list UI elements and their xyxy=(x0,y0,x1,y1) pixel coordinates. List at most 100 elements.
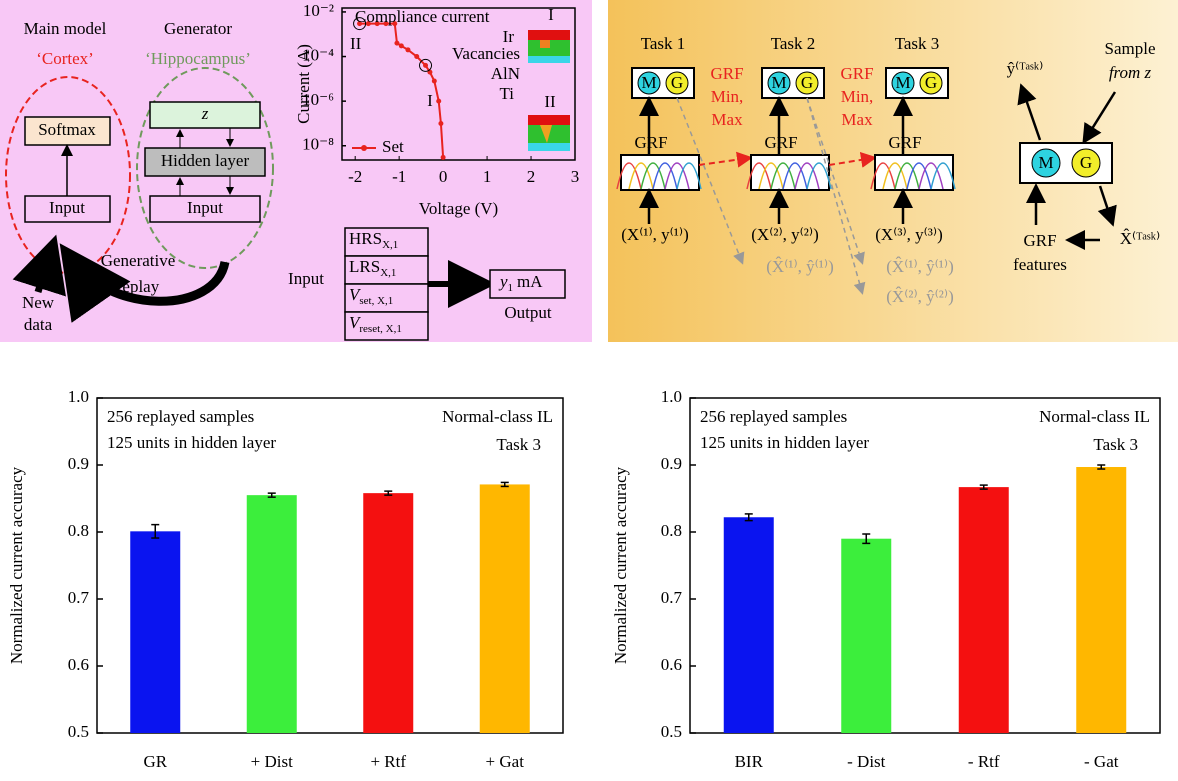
grf-minmax: Max xyxy=(841,110,873,129)
task-label: Task 1 xyxy=(641,34,686,53)
x-axis-label: Voltage (V) xyxy=(419,199,498,218)
label-part: 1 xyxy=(508,282,514,294)
shape: Vreset, X,1 xyxy=(349,313,402,335)
label: ‘Hippocampus’ xyxy=(145,49,251,68)
grf-minmax: GRF xyxy=(710,64,743,83)
y-tick-label: 0.6 xyxy=(661,655,682,674)
annotation: Normal-class IL xyxy=(442,407,553,426)
grf-minmax: Min, xyxy=(841,87,874,106)
label: Output xyxy=(504,303,552,322)
plot-frame xyxy=(689,397,1161,734)
shape xyxy=(540,40,550,48)
x-tick-label: -2 xyxy=(348,167,362,186)
input-label: (X⁽²⁾, y⁽²⁾) xyxy=(751,225,819,244)
label-part: HRS xyxy=(349,229,382,248)
y-tick-label: 0.5 xyxy=(661,722,682,741)
arrow xyxy=(1017,83,1042,141)
grf-curve xyxy=(652,162,678,190)
grf-minmax: Min, xyxy=(711,87,744,106)
annotation: II xyxy=(350,34,362,53)
grf-label: GRF xyxy=(634,133,667,152)
point xyxy=(440,154,446,160)
x-tick-label: 0 xyxy=(439,167,448,186)
x-hat-label: X̂⁽ᵀᵃˢᵏ⁾ xyxy=(1120,229,1160,248)
io-inputs: HRSX,1 LRSX,1 Vset, X,1 Vreset, X,1 xyxy=(344,227,429,341)
point xyxy=(383,21,389,27)
label: Input xyxy=(49,198,85,217)
bar xyxy=(1076,467,1127,733)
annotation: 125 units in hidden layer xyxy=(107,433,276,452)
annotation: 256 replayed samples xyxy=(700,407,847,426)
annotation: Task 3 xyxy=(1093,435,1138,454)
replay-arrow xyxy=(806,97,865,265)
shape: Vset, X,1 xyxy=(349,285,393,307)
point xyxy=(431,78,437,84)
label-part: y xyxy=(498,272,508,291)
y-tick-label: 10⁻⁴ xyxy=(302,45,334,64)
x-tick-label: -1 xyxy=(392,167,406,186)
grf-curve xyxy=(794,162,820,190)
label: Generative xyxy=(101,251,176,270)
shape xyxy=(528,143,570,151)
y-tick-label: 0.9 xyxy=(661,454,682,473)
x-tick-label: - Dist xyxy=(847,752,886,771)
y-tick-label: 0.9 xyxy=(68,454,89,473)
shape: HRSX,1 xyxy=(349,229,398,251)
bar xyxy=(723,517,774,733)
legend-label: Set xyxy=(382,137,404,156)
m-node xyxy=(1031,148,1061,178)
grf-curve xyxy=(870,162,896,190)
y-tick-label: 1.0 xyxy=(68,387,89,406)
g-node xyxy=(1071,148,1101,178)
bar xyxy=(130,531,181,733)
box xyxy=(489,269,566,299)
replayed-label: (X̂⁽²⁾, ŷ⁽²⁾) xyxy=(886,287,954,306)
point xyxy=(438,120,444,126)
m-node xyxy=(637,71,661,95)
grf-label: GRF xyxy=(764,133,797,152)
replayed-label: (X̂⁽¹⁾, ŷ⁽¹⁾) xyxy=(886,257,954,276)
g-label: G xyxy=(925,73,937,92)
x-tick-label: + Dist xyxy=(251,752,293,771)
annotation: 125 units in hidden layer xyxy=(700,433,869,452)
box xyxy=(344,255,429,285)
annotation: Compliance current xyxy=(355,7,490,26)
grf-minmax: GRF xyxy=(840,64,873,83)
x-tick-label: - Rtf xyxy=(968,752,1000,771)
grf-curve xyxy=(770,162,796,190)
label: Hidden layer xyxy=(161,151,250,170)
box xyxy=(344,283,429,313)
marker-ring xyxy=(353,17,367,31)
annotation: 256 replayed samples xyxy=(107,407,254,426)
input-label: (X⁽¹⁾, y⁽¹⁾) xyxy=(621,225,689,244)
label: data xyxy=(24,315,53,334)
shape xyxy=(540,125,552,143)
grf-curve xyxy=(782,162,808,190)
x-tick-label: + Gat xyxy=(486,752,525,771)
grf-curve xyxy=(930,162,956,190)
label-part: V xyxy=(349,285,362,304)
annotation: I xyxy=(548,5,554,24)
replay-arrow xyxy=(806,97,866,295)
shape: y1 mA xyxy=(498,272,543,294)
point xyxy=(392,21,398,27)
bar xyxy=(479,484,530,733)
g-node xyxy=(665,71,689,95)
grf-curve xyxy=(894,162,920,190)
grf-label: GRF xyxy=(888,133,921,152)
replay-arrow xyxy=(59,243,230,323)
grf-curve xyxy=(746,162,772,190)
grf-curve xyxy=(676,162,702,190)
box xyxy=(144,147,266,177)
y-axis-label: Current (A) xyxy=(294,44,313,124)
arrow xyxy=(1097,185,1117,227)
y-tick-label: 0.7 xyxy=(661,588,683,607)
label: Generator xyxy=(164,19,232,38)
grf-curve xyxy=(906,162,932,190)
label-part: reset, X,1 xyxy=(359,323,401,335)
task-label: Task 3 xyxy=(895,34,940,53)
label: ‘Cortex’ xyxy=(36,49,94,68)
g-label: G xyxy=(1080,153,1092,172)
shape xyxy=(528,30,570,40)
grf-minmax: Max xyxy=(711,110,743,129)
